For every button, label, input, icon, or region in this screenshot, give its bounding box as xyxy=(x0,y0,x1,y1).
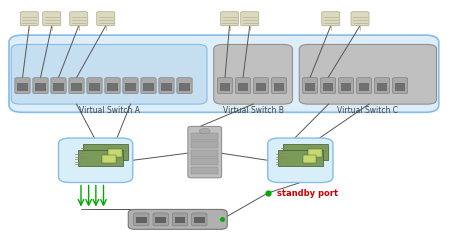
Bar xyxy=(284,144,328,160)
Bar xyxy=(89,83,100,91)
FancyBboxPatch shape xyxy=(134,213,149,226)
Bar xyxy=(155,217,166,223)
FancyBboxPatch shape xyxy=(188,126,222,178)
Bar xyxy=(191,167,219,174)
Bar xyxy=(179,83,190,91)
Bar xyxy=(78,150,123,166)
Bar xyxy=(125,83,136,91)
Bar xyxy=(377,83,387,91)
FancyBboxPatch shape xyxy=(70,12,88,26)
Bar xyxy=(305,83,315,91)
Bar xyxy=(395,83,405,91)
FancyBboxPatch shape xyxy=(177,78,192,94)
Bar xyxy=(53,83,64,91)
FancyBboxPatch shape xyxy=(15,78,30,94)
Bar xyxy=(143,83,154,91)
Text: Virtual Switch C: Virtual Switch C xyxy=(338,106,398,115)
FancyBboxPatch shape xyxy=(58,138,133,183)
FancyBboxPatch shape xyxy=(374,78,390,94)
FancyBboxPatch shape xyxy=(217,78,233,94)
FancyBboxPatch shape xyxy=(9,35,439,112)
Bar xyxy=(71,83,82,91)
FancyBboxPatch shape xyxy=(322,12,340,26)
Bar xyxy=(220,83,230,91)
Bar xyxy=(256,83,266,91)
FancyBboxPatch shape xyxy=(123,78,138,94)
Bar xyxy=(17,83,28,91)
FancyBboxPatch shape xyxy=(51,78,66,94)
FancyBboxPatch shape xyxy=(141,78,156,94)
FancyBboxPatch shape xyxy=(20,12,38,26)
Bar xyxy=(136,217,147,223)
Bar xyxy=(191,150,219,157)
FancyBboxPatch shape xyxy=(356,78,372,94)
Bar xyxy=(359,83,369,91)
FancyBboxPatch shape xyxy=(33,78,48,94)
FancyBboxPatch shape xyxy=(302,78,318,94)
FancyBboxPatch shape xyxy=(214,44,292,104)
Bar xyxy=(107,83,118,91)
FancyBboxPatch shape xyxy=(159,78,174,94)
FancyBboxPatch shape xyxy=(43,12,61,26)
Bar xyxy=(191,133,219,140)
Bar xyxy=(308,149,322,157)
Bar xyxy=(103,155,116,162)
Bar xyxy=(83,144,128,160)
FancyBboxPatch shape xyxy=(128,209,227,229)
Text: Virtual Switch A: Virtual Switch A xyxy=(79,106,140,115)
FancyBboxPatch shape xyxy=(105,78,120,94)
FancyBboxPatch shape xyxy=(241,12,259,26)
Bar xyxy=(161,83,172,91)
Circle shape xyxy=(199,128,210,134)
Bar xyxy=(302,155,316,162)
FancyBboxPatch shape xyxy=(392,78,408,94)
FancyBboxPatch shape xyxy=(338,78,354,94)
FancyBboxPatch shape xyxy=(268,138,333,183)
Bar xyxy=(274,83,284,91)
Bar xyxy=(191,158,219,165)
FancyBboxPatch shape xyxy=(172,213,188,226)
FancyBboxPatch shape xyxy=(235,78,251,94)
FancyBboxPatch shape xyxy=(320,78,336,94)
FancyBboxPatch shape xyxy=(220,12,238,26)
FancyBboxPatch shape xyxy=(153,213,168,226)
Bar xyxy=(194,217,205,223)
FancyBboxPatch shape xyxy=(97,12,115,26)
FancyBboxPatch shape xyxy=(192,213,207,226)
FancyBboxPatch shape xyxy=(69,78,84,94)
FancyBboxPatch shape xyxy=(87,78,102,94)
Bar xyxy=(238,83,248,91)
Bar xyxy=(278,150,323,166)
Bar xyxy=(323,83,333,91)
FancyBboxPatch shape xyxy=(351,12,369,26)
Text: Virtual Switch B: Virtual Switch B xyxy=(223,106,284,115)
Bar xyxy=(191,141,219,148)
FancyBboxPatch shape xyxy=(299,44,436,104)
Bar xyxy=(175,217,185,223)
Bar xyxy=(108,149,122,157)
Text: standby port: standby port xyxy=(277,189,338,197)
Bar xyxy=(35,83,46,91)
FancyBboxPatch shape xyxy=(271,78,287,94)
FancyBboxPatch shape xyxy=(253,78,269,94)
FancyBboxPatch shape xyxy=(11,44,207,104)
Bar xyxy=(341,83,351,91)
